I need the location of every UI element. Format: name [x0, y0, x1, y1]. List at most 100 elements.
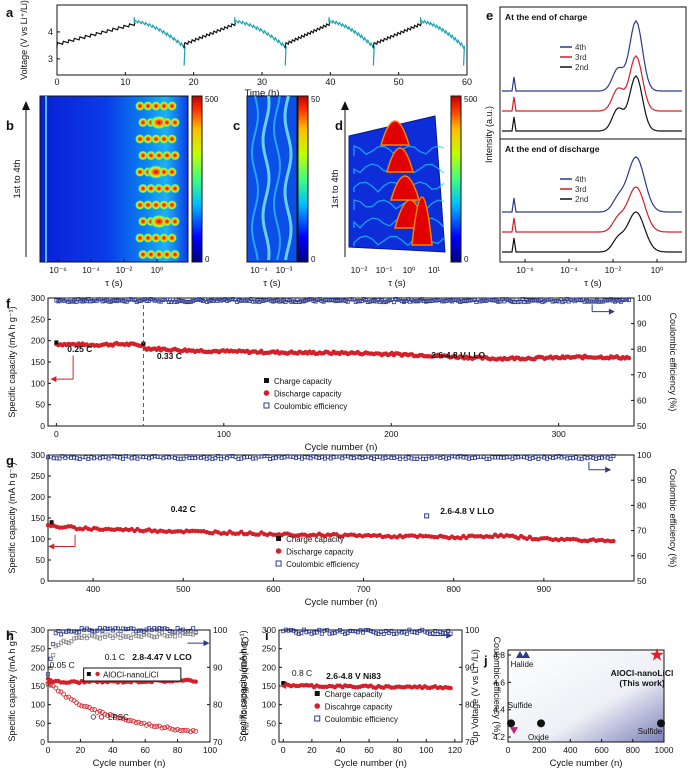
ce-point	[231, 297, 236, 302]
y-tick-label: 100	[262, 700, 276, 710]
heat-spot	[167, 134, 177, 144]
y-tick-label: 4.2	[493, 732, 505, 742]
ce-point	[558, 297, 563, 302]
legend-label: 3rd	[575, 185, 587, 194]
x-tick-label: 10⁰	[651, 265, 664, 275]
y-tick-label: 100	[31, 700, 45, 710]
ce-point	[173, 634, 178, 639]
x-axis-label: Cycle number (n)	[334, 758, 407, 769]
ce-point	[325, 628, 330, 633]
x-axis-label: τ (s)	[584, 278, 601, 289]
capacity-point	[84, 704, 90, 710]
heat-spot	[167, 200, 177, 210]
x-tick-label: 200	[384, 429, 398, 439]
y-tick-label: 200	[262, 662, 276, 672]
ce-point	[82, 298, 87, 303]
annotation: 0.33 C	[157, 351, 182, 361]
ce-point	[271, 299, 276, 304]
x-axis-label: Time (h)	[244, 88, 279, 99]
ce-point	[157, 626, 162, 631]
y-tick-label: 4.8	[493, 650, 505, 660]
capacity-point	[61, 691, 66, 697]
heat-spot	[170, 117, 180, 128]
ce-point	[110, 628, 115, 633]
ce-point	[428, 299, 433, 304]
ce-point	[120, 298, 125, 303]
ce-point	[546, 297, 551, 302]
ce-point	[381, 300, 386, 305]
ce-point	[103, 626, 108, 631]
y-tick-label: 100	[31, 378, 45, 388]
ce-point	[366, 627, 371, 632]
ce-point	[424, 299, 429, 304]
ce-point	[106, 299, 111, 304]
ce-point	[405, 297, 410, 302]
ce-point	[536, 456, 541, 461]
ce-point	[121, 633, 126, 638]
panel-letter-j: j	[483, 653, 488, 668]
ce-point	[350, 629, 355, 634]
annotation: 0.05 C	[50, 660, 75, 670]
ce-point	[560, 300, 565, 305]
y2-tick-label: 100	[213, 625, 227, 635]
capacity-point	[626, 355, 632, 361]
legend-label: Charge capacity	[274, 377, 332, 386]
heat-spot	[159, 134, 169, 144]
ce-point	[512, 300, 517, 305]
heat-band	[250, 95, 259, 261]
annotation: 0.25 C	[67, 344, 92, 354]
peak-4	[411, 196, 433, 246]
ce-point	[602, 298, 607, 303]
ce-point	[178, 299, 183, 304]
x-tick-label: 800	[626, 745, 640, 755]
ce-point	[400, 454, 405, 459]
heat-spot	[170, 249, 180, 260]
capacity-point	[193, 728, 199, 734]
ce-point	[283, 300, 288, 305]
x-tick-label: 60	[364, 745, 374, 755]
capacity-point	[141, 720, 147, 726]
capacity-point	[182, 727, 188, 733]
ce-point	[303, 298, 308, 303]
legend-marker	[98, 714, 105, 720]
ce-point	[136, 634, 141, 639]
curve-3rd	[502, 186, 682, 233]
ce-point	[385, 299, 390, 304]
y2-axis-label: Coulombic efficiency (%)	[668, 313, 678, 412]
point-label: Sulfide	[508, 701, 533, 710]
ce-point	[496, 299, 501, 304]
y-axis-label: Voltage (V vs Li⁺/Li)	[19, 0, 29, 80]
ce-point	[140, 297, 145, 302]
ce-point	[454, 297, 459, 302]
ce-point	[395, 297, 400, 302]
capacity-point	[154, 724, 160, 729]
legend-label: AlOCl-nanoLiCl	[103, 671, 158, 680]
ce-point	[391, 300, 396, 305]
ce-point	[301, 299, 306, 304]
heat-spot	[138, 249, 148, 260]
ce-point	[92, 634, 97, 639]
x-axis-label: Cycle number (n)	[550, 758, 623, 769]
capacity-point	[118, 715, 123, 721]
ce-point	[339, 297, 344, 302]
ce-point	[440, 299, 445, 304]
marker-this-work	[650, 648, 664, 661]
ce-point	[147, 633, 152, 638]
ce-point	[64, 297, 69, 302]
x-tick-label: 80	[393, 745, 403, 755]
ce-point	[166, 299, 171, 304]
ce-point	[279, 299, 284, 304]
ce-point	[299, 631, 304, 636]
ce-point	[97, 626, 102, 631]
ce-point	[412, 630, 417, 635]
ce-point	[115, 626, 120, 631]
x-tick-label: 10⁻⁴	[250, 265, 268, 275]
y2-tick-label: 70	[637, 526, 647, 536]
colorbar-max: 500	[464, 95, 478, 104]
annotation: 0.1 C	[105, 652, 125, 662]
capacity-point	[138, 721, 144, 726]
y-axis-label: Intensity (a.u.)	[484, 106, 494, 163]
ce-point	[243, 298, 248, 303]
ce-point	[386, 631, 391, 636]
heat-spot	[138, 183, 148, 194]
